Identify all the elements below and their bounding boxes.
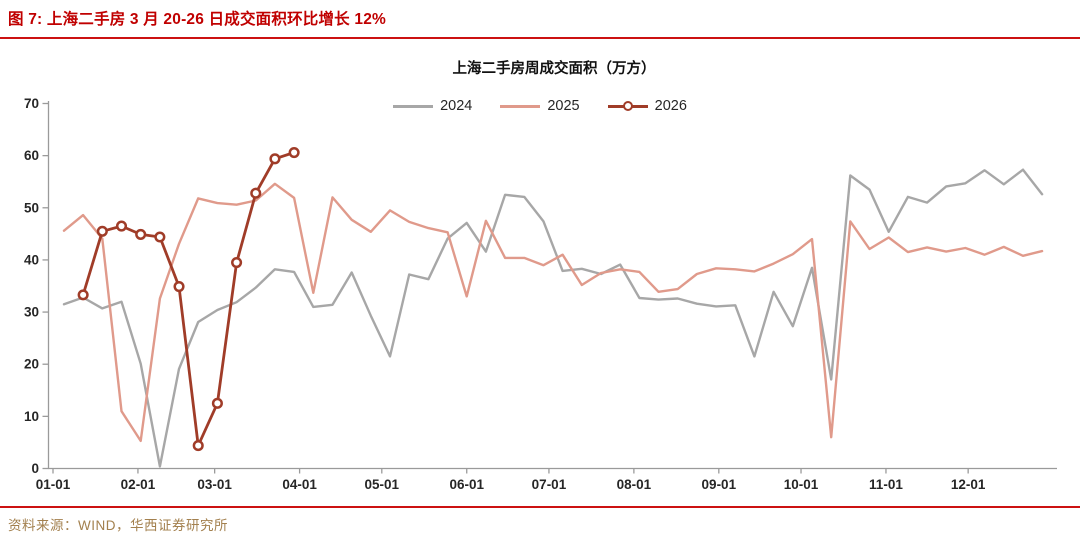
x-tick-label: 12-01 (951, 477, 986, 492)
line-chart: 0 10 20 30 40 50 60 70 01-01 02-01 03-01 04-01 05-01… (24, 96, 1057, 492)
legend-marker-circle-icon (622, 101, 633, 111)
x-tick-label: 11-01 (869, 477, 903, 492)
x-tick-label: 05-01 (365, 477, 400, 492)
series-line-2026 (81, 151, 296, 448)
figure-caption: 图 7: 上海二手房 3 月 20-26 日成交面积环比增长 12% (8, 11, 387, 28)
y-tick-label: 70 (24, 96, 39, 111)
x-tick-label: 04-01 (282, 477, 317, 492)
x-tick-label: 10-01 (784, 477, 819, 492)
x-tick-label: 08-01 (617, 477, 652, 492)
bottom-divider (0, 506, 1080, 508)
x-tick-label: 01-01 (36, 477, 71, 492)
legend-swatch-2024-line (393, 104, 434, 108)
top-divider (0, 37, 1080, 39)
legend-label-2025: 2025 (547, 98, 580, 114)
legend-label-2024: 2024 (440, 98, 473, 114)
source-note: 资料来源：WIND，华西证券研究所 (8, 518, 228, 533)
x-tick-label: 06-01 (449, 477, 484, 492)
y-tick-label: 40 (24, 252, 39, 267)
data-point-marker-2026 (173, 280, 185, 293)
legend-swatch-2026-line (607, 101, 648, 111)
y-tick-label: 50 (24, 200, 39, 215)
data-point-marker-2026 (77, 289, 89, 301)
legend-item-2025: 2025 (500, 98, 580, 114)
y-tick-label: 30 (24, 305, 39, 320)
y-tick-label: 20 (24, 357, 39, 372)
legend-swatch-2025-line (500, 104, 541, 108)
data-point-marker-2026 (250, 187, 262, 199)
legend-item-2024: 2024 (393, 98, 472, 114)
x-tick-label: 03-01 (197, 477, 232, 492)
data-point-marker-2026 (135, 228, 147, 240)
legend-label-2026: 2026 (654, 98, 687, 114)
y-tick-label: 60 (24, 148, 39, 163)
chart-title: 上海二手房周成交面积（万方） (452, 61, 656, 77)
y-tick-label: 0 (31, 461, 39, 476)
legend-item-2026: 2026 (607, 98, 687, 114)
data-point-marker-2026 (115, 220, 128, 232)
x-tick-label: 07-01 (532, 477, 567, 492)
y-tick-label: 10 (24, 409, 39, 424)
data-point-marker-2026 (231, 257, 243, 269)
data-point-marker-2026 (154, 231, 166, 243)
series-line-2024 (62, 168, 1044, 468)
data-point-marker-2026 (269, 153, 281, 165)
data-point-marker-2026 (192, 440, 204, 452)
series-line-2025 (62, 182, 1044, 443)
data-point-marker-2026 (288, 146, 300, 159)
data-point-marker-2026 (211, 397, 223, 409)
chart-legend: 2024 2025 2026 (0, 98, 1080, 114)
x-tick-label: 02-01 (121, 477, 156, 492)
x-tick-label: 09-01 (702, 477, 737, 492)
data-point-marker-2026 (96, 225, 108, 237)
